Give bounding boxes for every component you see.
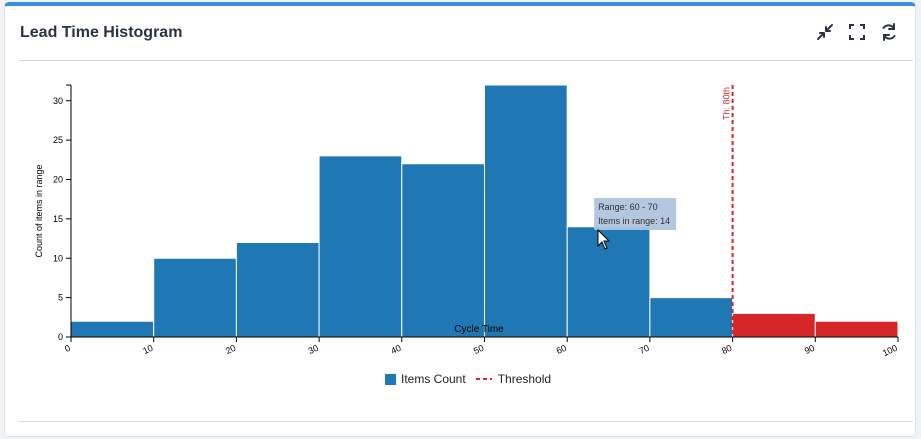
histogram-bar[interactable] [484, 84, 568, 338]
histogram-bar[interactable] [814, 320, 899, 338]
histogram-bar[interactable] [566, 226, 651, 338]
x-tick-label: 40 [389, 343, 402, 356]
x-tick-label: 10 [141, 343, 154, 356]
y-axis: 0 5 10 15 20 25 30 [53, 84, 72, 342]
legend-label: Threshold [497, 372, 552, 386]
legend-item-items-count[interactable]: Items Count [385, 372, 466, 386]
fullscreen-icon[interactable] [847, 22, 867, 42]
histogram-bar[interactable] [70, 320, 155, 338]
bars-group [70, 84, 899, 338]
card-tools [815, 22, 899, 42]
bar-tooltip: Range: 60 - 70 Items in range: 14 [594, 198, 677, 230]
x-tick-label: 60 [555, 343, 568, 356]
histogram-bar[interactable] [153, 257, 237, 338]
threshold-label: Th: 80th [722, 87, 732, 120]
chart-legend: Items Count Threshold [385, 372, 561, 386]
histogram-card: Lead Time Histogram [4, 2, 916, 437]
histogram-bar[interactable] [401, 163, 485, 338]
y-tick-label: 30 [53, 96, 63, 106]
x-tick-label: 30 [307, 343, 320, 356]
x-tick-label: 70 [637, 343, 650, 356]
header-divider [19, 60, 913, 61]
x-tick-label: 50 [472, 343, 485, 356]
y-tick-label: 25 [53, 135, 63, 145]
y-tick-label: 10 [53, 253, 63, 263]
x-axis-title: Cycle Time [454, 324, 504, 335]
card-title: Lead Time Histogram [20, 24, 183, 41]
x-tick-label: 80 [720, 343, 733, 356]
tooltip-range: Range: 60 - 70 [598, 202, 658, 212]
x-tick-label: 20 [224, 343, 237, 356]
collapse-icon[interactable] [815, 22, 835, 42]
tooltip-items: Items in range: 14 [598, 216, 670, 226]
y-tick-label: 20 [53, 175, 63, 185]
x-tick-label: 0 [63, 343, 72, 354]
histogram-bar[interactable] [732, 312, 816, 338]
histogram-bar[interactable] [235, 242, 320, 338]
y-tick-label: 15 [53, 214, 63, 224]
x-tick-label: 90 [803, 343, 816, 356]
x-tick-label: 100 [881, 343, 899, 358]
histogram-bar[interactable] [649, 297, 734, 338]
x-axis: 0 10 20 30 40 50 60 70 80 90 100 [63, 336, 899, 358]
refresh-icon[interactable] [879, 22, 899, 42]
legend-item-threshold[interactable]: Threshold [475, 372, 552, 386]
card-header: Lead Time Histogram [5, 6, 915, 60]
footer-divider [19, 421, 913, 422]
y-tick-label: 0 [58, 332, 63, 342]
mouse-cursor-icon [597, 228, 611, 250]
legend-swatch-box [385, 373, 396, 385]
legend-swatch-dash [475, 378, 492, 380]
y-tick-label: 5 [58, 293, 63, 303]
legend-label: Items Count [401, 372, 466, 386]
tooltip-background [594, 198, 677, 230]
y-axis-title: Count of items in range [34, 164, 44, 257]
histogram-bar[interactable] [318, 155, 403, 338]
